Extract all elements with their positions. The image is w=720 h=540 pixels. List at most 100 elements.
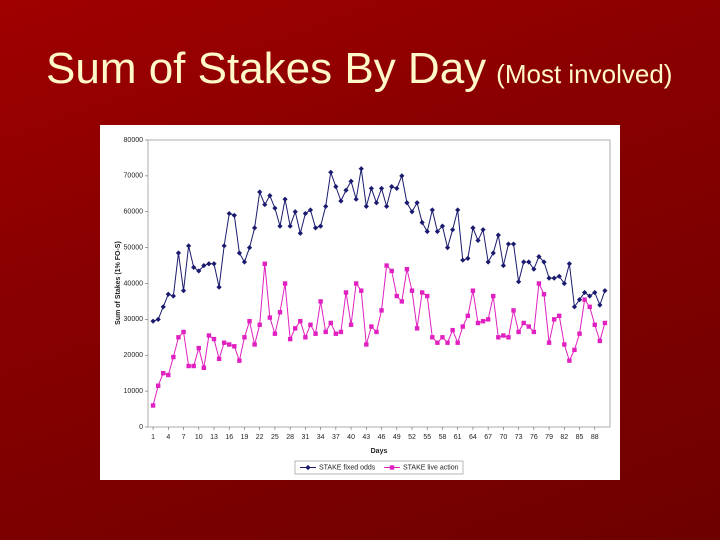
data-point <box>247 318 252 324</box>
y-tick-label: 20000 <box>124 352 144 359</box>
data-point <box>404 266 410 272</box>
data-point <box>226 210 232 217</box>
data-point <box>292 209 298 215</box>
data-point <box>378 185 385 192</box>
y-tick-label: 50000 <box>124 244 144 251</box>
data-point <box>424 228 430 235</box>
data-point <box>425 293 430 299</box>
data-point <box>485 259 491 265</box>
data-point <box>262 201 268 208</box>
data-point <box>526 324 531 329</box>
data-point <box>211 336 217 342</box>
data-point <box>576 297 583 303</box>
data-point <box>430 335 435 340</box>
data-point <box>267 315 273 320</box>
data-point <box>272 331 278 336</box>
data-point <box>287 336 293 342</box>
x-tick-label: 52 <box>408 434 416 441</box>
data-point <box>389 268 394 274</box>
data-point <box>465 255 471 261</box>
data-point <box>201 365 207 371</box>
data-point <box>450 227 456 233</box>
data-point <box>526 259 532 265</box>
legend-marker <box>305 464 311 471</box>
y-tick-label: 70000 <box>124 173 144 180</box>
data-point <box>171 354 176 360</box>
data-point <box>531 266 537 272</box>
data-point <box>150 403 156 408</box>
data-point <box>592 289 598 296</box>
data-point <box>176 335 181 340</box>
data-point <box>181 329 186 335</box>
data-point <box>287 223 293 229</box>
data-point <box>577 331 582 336</box>
x-tick-label: 88 <box>591 434 599 441</box>
data-point <box>323 329 328 335</box>
data-point <box>557 313 562 318</box>
slide-title: Sum of Stakes By Day <box>46 44 487 93</box>
data-point <box>246 245 253 251</box>
data-point <box>231 212 237 218</box>
data-point <box>297 230 303 236</box>
data-point <box>592 322 597 327</box>
data-point <box>313 331 318 336</box>
x-tick-label: 25 <box>271 434 279 441</box>
data-point <box>516 329 521 335</box>
data-point <box>196 268 202 274</box>
data-point <box>445 340 450 345</box>
data-point <box>566 261 572 267</box>
data-point <box>531 329 537 335</box>
x-tick-label: 43 <box>362 434 370 441</box>
x-tick-label: 76 <box>530 434 538 441</box>
x-tick-label: 16 <box>225 434 233 441</box>
data-point <box>480 318 486 324</box>
data-point <box>272 205 278 211</box>
x-tick-label: 85 <box>576 434 584 441</box>
data-point <box>227 342 232 347</box>
data-point <box>262 261 267 266</box>
data-point <box>348 322 354 327</box>
data-point <box>419 290 425 295</box>
y-tick-label: 10000 <box>124 388 144 395</box>
data-point <box>282 196 288 202</box>
data-point <box>440 335 445 340</box>
data-point <box>490 250 496 256</box>
data-point <box>582 297 587 302</box>
x-tick-label: 7 <box>182 434 186 441</box>
x-tick-label: 49 <box>393 434 401 441</box>
data-point <box>338 329 344 335</box>
data-point <box>480 227 486 233</box>
data-point <box>298 318 303 324</box>
data-point <box>282 281 288 286</box>
data-point <box>186 243 192 249</box>
x-tick-label: 13 <box>210 434 218 441</box>
data-point <box>150 318 156 324</box>
data-point <box>221 243 227 249</box>
x-tick-label: 10 <box>195 434 203 441</box>
y-tick-label: 60000 <box>124 209 144 216</box>
data-point <box>328 169 334 175</box>
data-point <box>409 209 415 215</box>
title-row: Sum of Stakes By Day (Most involved) <box>46 44 672 94</box>
data-point <box>394 185 400 192</box>
data-point <box>505 241 512 247</box>
data-point <box>496 335 501 340</box>
data-point <box>160 304 166 310</box>
data-point <box>201 262 207 269</box>
x-tick-label: 34 <box>317 434 325 441</box>
x-tick-label: 61 <box>454 434 462 441</box>
data-point <box>587 304 592 310</box>
data-point <box>491 293 496 299</box>
y-tick-label: 80000 <box>124 137 144 144</box>
data-point <box>460 257 466 263</box>
x-tick-label: 40 <box>347 434 355 441</box>
legend-marker <box>389 465 395 470</box>
data-point <box>364 342 369 347</box>
data-point <box>318 299 323 304</box>
data-point <box>536 281 542 286</box>
data-point <box>541 292 547 297</box>
data-point <box>323 203 329 209</box>
data-point <box>307 207 314 213</box>
x-tick-label: 37 <box>332 434 340 441</box>
data-point <box>318 223 324 229</box>
